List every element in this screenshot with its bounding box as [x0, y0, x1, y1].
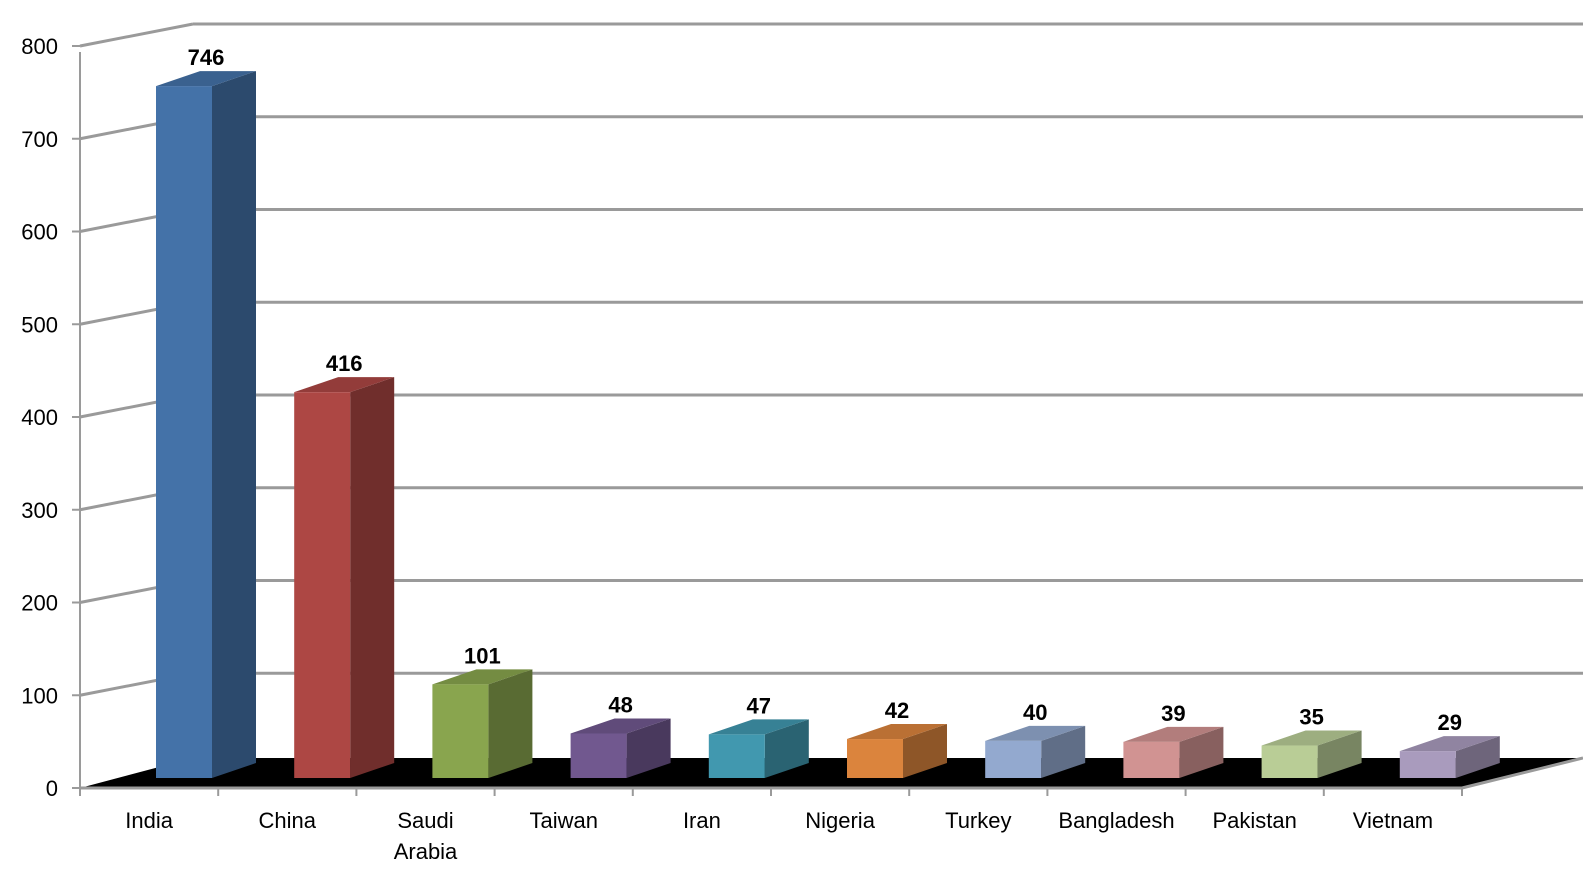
bar-china	[294, 377, 395, 778]
bar-side	[1317, 730, 1362, 778]
bar-side	[488, 669, 533, 778]
data-label: 35	[1299, 705, 1323, 730]
data-labels: 746 416 101 48 47 42 40 39 35 29	[188, 45, 1462, 735]
bar-side	[1041, 725, 1086, 778]
bar-side	[350, 377, 395, 778]
data-label: 746	[188, 45, 225, 70]
y-tick-label: 200	[21, 591, 58, 616]
bar-front	[847, 739, 903, 778]
data-label: 42	[885, 698, 909, 723]
x-category-label: Iran	[683, 808, 721, 833]
bar-top	[570, 718, 671, 734]
bars	[156, 71, 1500, 778]
y-axis: 0 100 200 300 400 500 600 700 800	[21, 34, 81, 801]
bar-iran	[708, 719, 809, 778]
bar-front	[156, 86, 212, 778]
data-label: 47	[747, 693, 771, 718]
bar-front	[1261, 745, 1318, 778]
data-label: 40	[1023, 700, 1047, 725]
x-category-label: Pakistan	[1213, 808, 1297, 833]
y-tick-label: 0	[46, 776, 58, 801]
bar-side	[626, 718, 671, 778]
x-category-label: Turkey	[945, 808, 1011, 833]
x-category-label: Nigeria	[805, 808, 875, 833]
bar-front	[432, 684, 489, 778]
bar-side	[764, 719, 809, 778]
bar-top	[1123, 726, 1224, 742]
y-tick-label: 800	[21, 34, 58, 59]
bar-taiwan	[570, 718, 671, 778]
x-category-label: Bangladesh	[1058, 808, 1174, 833]
bar-side	[903, 724, 947, 778]
data-label: 416	[326, 351, 363, 376]
x-category-label: Vietnam	[1353, 808, 1433, 833]
bar-top	[847, 724, 947, 740]
y-tick-label: 300	[21, 498, 58, 523]
bar-front	[708, 734, 765, 778]
data-label: 101	[464, 643, 501, 668]
bar-front	[1123, 741, 1180, 778]
y-tick-label: 600	[21, 220, 58, 245]
y-tick-label: 700	[21, 127, 58, 152]
bar-saudi-arabia	[432, 669, 533, 778]
x-category-label: India	[125, 808, 173, 833]
bar-front	[1399, 751, 1456, 778]
data-label: 48	[608, 692, 632, 717]
bar-side	[212, 71, 256, 778]
bar-front	[985, 740, 1042, 778]
x-category-label: Taiwan	[529, 808, 597, 833]
bar-nigeria	[847, 724, 947, 778]
x-axis-depth-line	[1461, 756, 1583, 790]
gridline-side	[79, 22, 194, 48]
bar-vietnam	[1399, 736, 1500, 778]
bar-top	[985, 725, 1086, 741]
bar-side	[1455, 736, 1500, 778]
data-label: 29	[1438, 710, 1462, 735]
data-label: 39	[1161, 701, 1185, 726]
bar-bangladesh	[1123, 726, 1224, 778]
bar-top	[294, 377, 395, 393]
y-tick-label: 100	[21, 683, 58, 708]
bar-turkey	[985, 725, 1086, 778]
x-category-label: China	[259, 808, 317, 833]
y-tick-label: 500	[21, 312, 58, 337]
bar-front	[294, 392, 351, 778]
bar-top	[156, 71, 256, 87]
gridlines	[79, 22, 1583, 697]
x-category-label: Saudi Arabia	[394, 808, 458, 864]
bar-pakistan	[1261, 730, 1362, 778]
bar-front	[570, 733, 627, 778]
y-tick-label: 400	[21, 405, 58, 430]
bar-top	[432, 669, 533, 685]
bar-top	[1399, 736, 1500, 752]
x-axis: India China Saudi Arabia Taiwan Iran Nigeria Tu…	[79, 756, 1583, 864]
bar-top	[1261, 730, 1362, 746]
bar-india	[156, 71, 256, 778]
bar-side	[1179, 726, 1224, 778]
bar-top	[708, 719, 809, 735]
